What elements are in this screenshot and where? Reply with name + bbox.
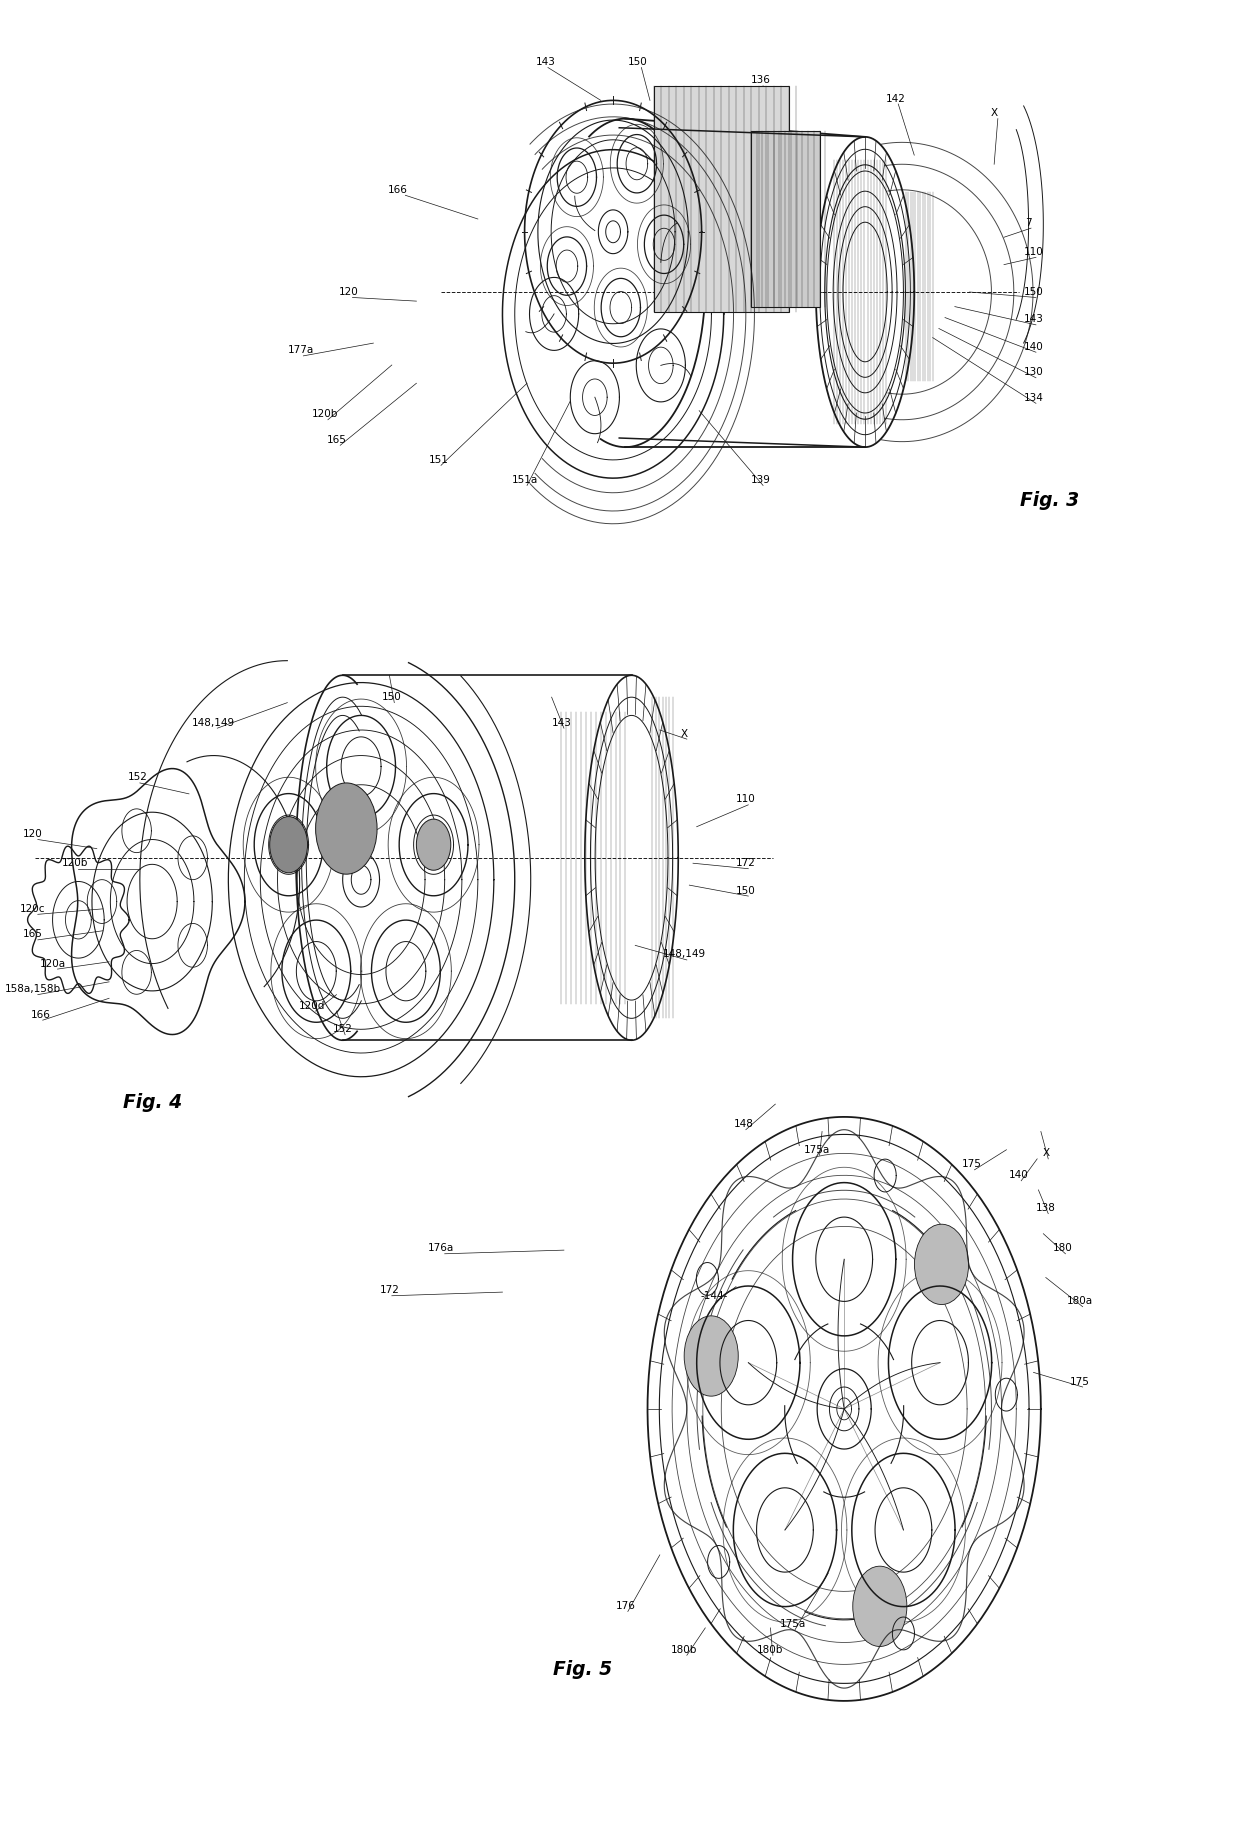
Circle shape	[684, 1316, 738, 1396]
Text: X: X	[681, 728, 688, 739]
Text: 152: 152	[332, 1024, 352, 1035]
Text: 150: 150	[737, 885, 755, 896]
Text: 152: 152	[128, 772, 148, 783]
Text: Fig. 3: Fig. 3	[1021, 491, 1079, 509]
Text: 143: 143	[552, 717, 572, 728]
Text: 175a: 175a	[780, 1619, 806, 1630]
Text: 110: 110	[1023, 246, 1043, 257]
Polygon shape	[653, 86, 789, 312]
Text: 120b: 120b	[62, 858, 88, 869]
Circle shape	[914, 1225, 968, 1305]
Text: 175a: 175a	[804, 1144, 831, 1155]
Text: 180b: 180b	[758, 1644, 784, 1655]
Text: 166: 166	[30, 1009, 50, 1020]
Text: 176: 176	[615, 1601, 635, 1611]
Text: -144-: -144-	[701, 1290, 728, 1301]
Text: 172: 172	[379, 1285, 399, 1296]
Text: 140: 140	[1009, 1170, 1029, 1181]
Text: 7: 7	[1025, 217, 1032, 228]
Text: 165: 165	[326, 434, 346, 445]
Text: 165: 165	[24, 929, 43, 940]
Text: 150: 150	[1023, 287, 1043, 297]
Polygon shape	[750, 131, 820, 307]
Text: 150: 150	[627, 57, 647, 68]
Text: 175: 175	[962, 1159, 982, 1170]
Text: 151: 151	[429, 454, 449, 465]
Circle shape	[417, 819, 451, 871]
Text: X: X	[991, 108, 998, 119]
Text: 180b: 180b	[671, 1644, 698, 1655]
Text: 148,149: 148,149	[192, 717, 236, 728]
Text: 120a: 120a	[40, 958, 66, 969]
Circle shape	[269, 816, 308, 872]
Text: 138: 138	[1035, 1203, 1055, 1214]
Text: 177a: 177a	[288, 345, 314, 356]
Text: 172: 172	[735, 858, 756, 869]
Text: Fig. 5: Fig. 5	[553, 1661, 611, 1679]
Text: 143: 143	[536, 57, 556, 68]
Text: 176a: 176a	[428, 1243, 454, 1254]
Text: 120b: 120b	[312, 409, 339, 420]
Text: 143: 143	[1023, 314, 1043, 325]
Circle shape	[853, 1566, 906, 1646]
Text: 148: 148	[733, 1119, 754, 1130]
Text: Fig. 4: Fig. 4	[123, 1093, 182, 1111]
Text: 110: 110	[737, 794, 755, 805]
Text: 139: 139	[750, 474, 770, 485]
Text: 134: 134	[1023, 392, 1043, 403]
Text: 120: 120	[339, 287, 358, 297]
Text: 130: 130	[1023, 367, 1043, 378]
Text: 180: 180	[1053, 1243, 1073, 1254]
Text: 175: 175	[1070, 1376, 1090, 1387]
Text: 140: 140	[1023, 341, 1043, 352]
Text: 120: 120	[24, 829, 42, 840]
Text: 136: 136	[750, 75, 770, 86]
Circle shape	[316, 783, 377, 874]
Text: 148,149: 148,149	[663, 949, 706, 960]
Text: 166: 166	[388, 184, 408, 195]
Text: 120d: 120d	[299, 1000, 325, 1011]
Text: 150: 150	[382, 692, 402, 703]
Text: 120c: 120c	[20, 903, 46, 914]
Text: 151a: 151a	[511, 474, 538, 485]
Text: 180a: 180a	[1068, 1296, 1094, 1307]
Text: 142: 142	[885, 93, 905, 104]
Text: X: X	[1042, 1148, 1049, 1159]
Text: 158a,158b: 158a,158b	[5, 984, 61, 995]
